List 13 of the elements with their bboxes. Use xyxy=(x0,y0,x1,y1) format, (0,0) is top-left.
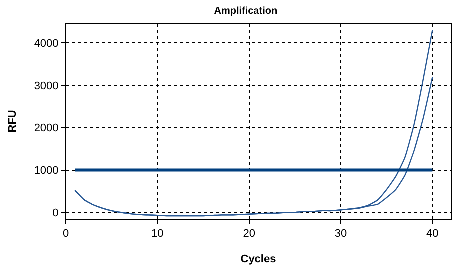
y-tick-label: 1000 xyxy=(34,165,59,178)
x-tick-label: 0 xyxy=(62,228,70,240)
y-axis-title: RFU xyxy=(6,110,19,133)
x-axis-title: Cycles xyxy=(240,253,276,266)
x-tick-label: 10 xyxy=(152,228,164,240)
y-tick-label: 2000 xyxy=(34,122,59,135)
y-tick-label: 4000 xyxy=(34,38,59,50)
y-tick-label: 0 xyxy=(52,207,59,220)
x-tick-label: 20 xyxy=(243,228,256,240)
x-tick-label: 30 xyxy=(334,228,348,240)
y-tick-label: 3000 xyxy=(34,80,59,92)
chart-title: Amplification xyxy=(214,6,278,17)
x-tick-label: 40 xyxy=(426,228,439,240)
